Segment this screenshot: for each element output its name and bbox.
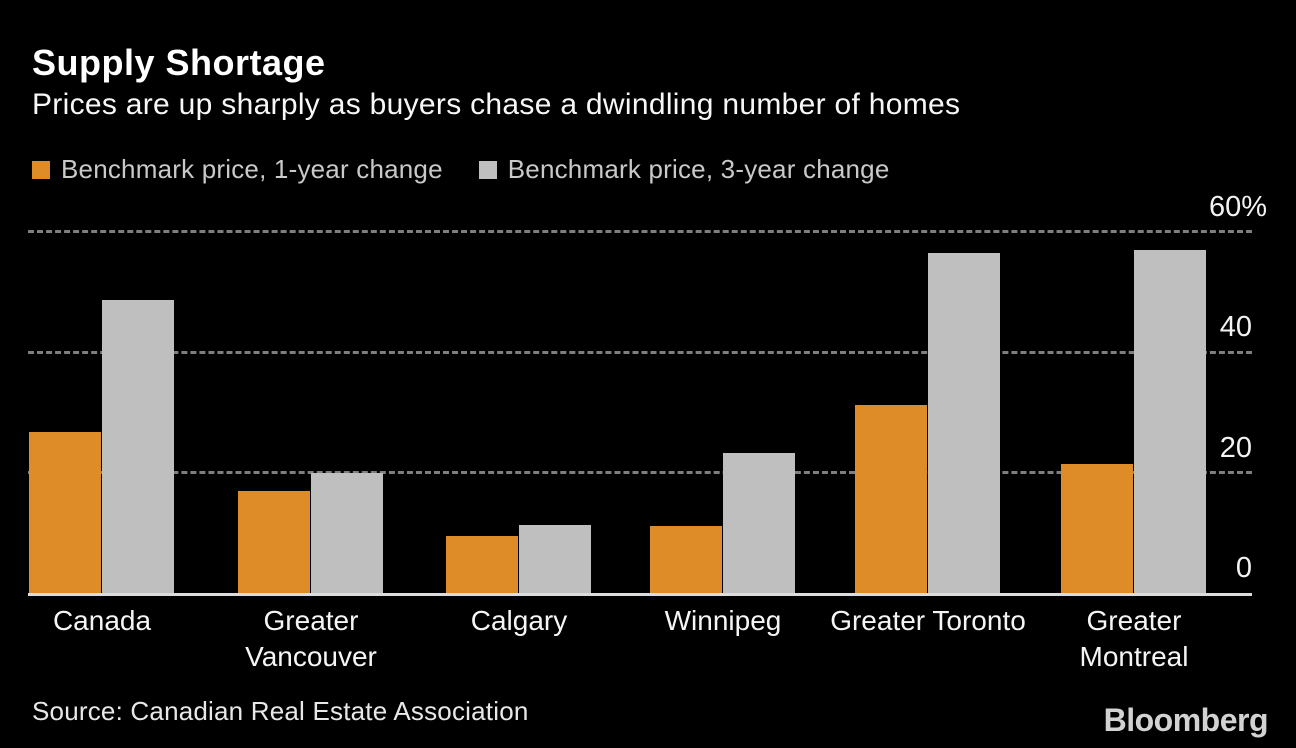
bar-canada-3yr [102,299,174,593]
y-tick-label-20: 20 [1219,431,1252,464]
gridline-40 [28,350,1252,354]
legend-swatch-icon [478,160,497,179]
legend-label: Benchmark price, 1-year change [61,154,443,184]
bar-canada-1yr [29,432,101,593]
y-tick-label-40: 40 [1219,311,1252,344]
legend-item-1-year: Benchmark price, 1-year change [32,154,443,185]
x-category-label-greater-montreal: Greater Montreal [1079,605,1189,672]
x-category-label-winnipeg: Winnipeg [664,605,782,636]
bloomberg-logo: Bloomberg [1103,702,1269,738]
bar-greater-montreal-3yr [1134,250,1206,593]
legend-item-3-year: Benchmark price, 3-year change [478,154,890,185]
bar-greater-vancouver-1yr [238,491,310,593]
source-text: Source: Canadian Real Estate Association [32,696,529,726]
bar-greater-toronto-1yr [855,405,927,593]
bar-calgary-3yr [519,524,591,593]
chart-legend: Benchmark price, 1-year change Benchmark … [32,154,890,185]
bar-chart-plot-area: 60% 40 20 0 [28,191,1267,596]
gridline-20 [28,471,1252,475]
x-category-label-canada: Canada [52,605,152,636]
bar-greater-montreal-1yr [1061,464,1133,593]
y-tick-label-60: 60% [1208,190,1267,223]
bar-winnipeg-3yr [723,453,795,593]
x-category-label-greater-toronto: Greater Toronto [830,605,1026,636]
legend-label: Benchmark price, 3-year change [507,154,890,184]
y-tick-label-0: 0 [1235,552,1252,584]
x-axis-baseline [28,593,1252,596]
page-title: Supply Shortage [32,42,326,83]
bar-calgary-1yr [446,536,518,593]
x-category-label-calgary: Calgary [470,605,568,636]
chart-subtitle: Prices are up sharply as buyers chase a … [32,88,961,121]
x-axis-labels: Canada Greater Vancouver Calgary Winnipeg Gr… [0,603,1296,683]
bar-greater-vancouver-3yr [311,472,383,593]
x-category-label-greater-vancouver: Greater Vancouver [245,605,377,672]
bar-winnipeg-1yr [650,525,722,593]
gridline-60 [28,230,1252,234]
bar-greater-toronto-3yr [928,253,1000,593]
legend-swatch-icon [32,160,50,179]
